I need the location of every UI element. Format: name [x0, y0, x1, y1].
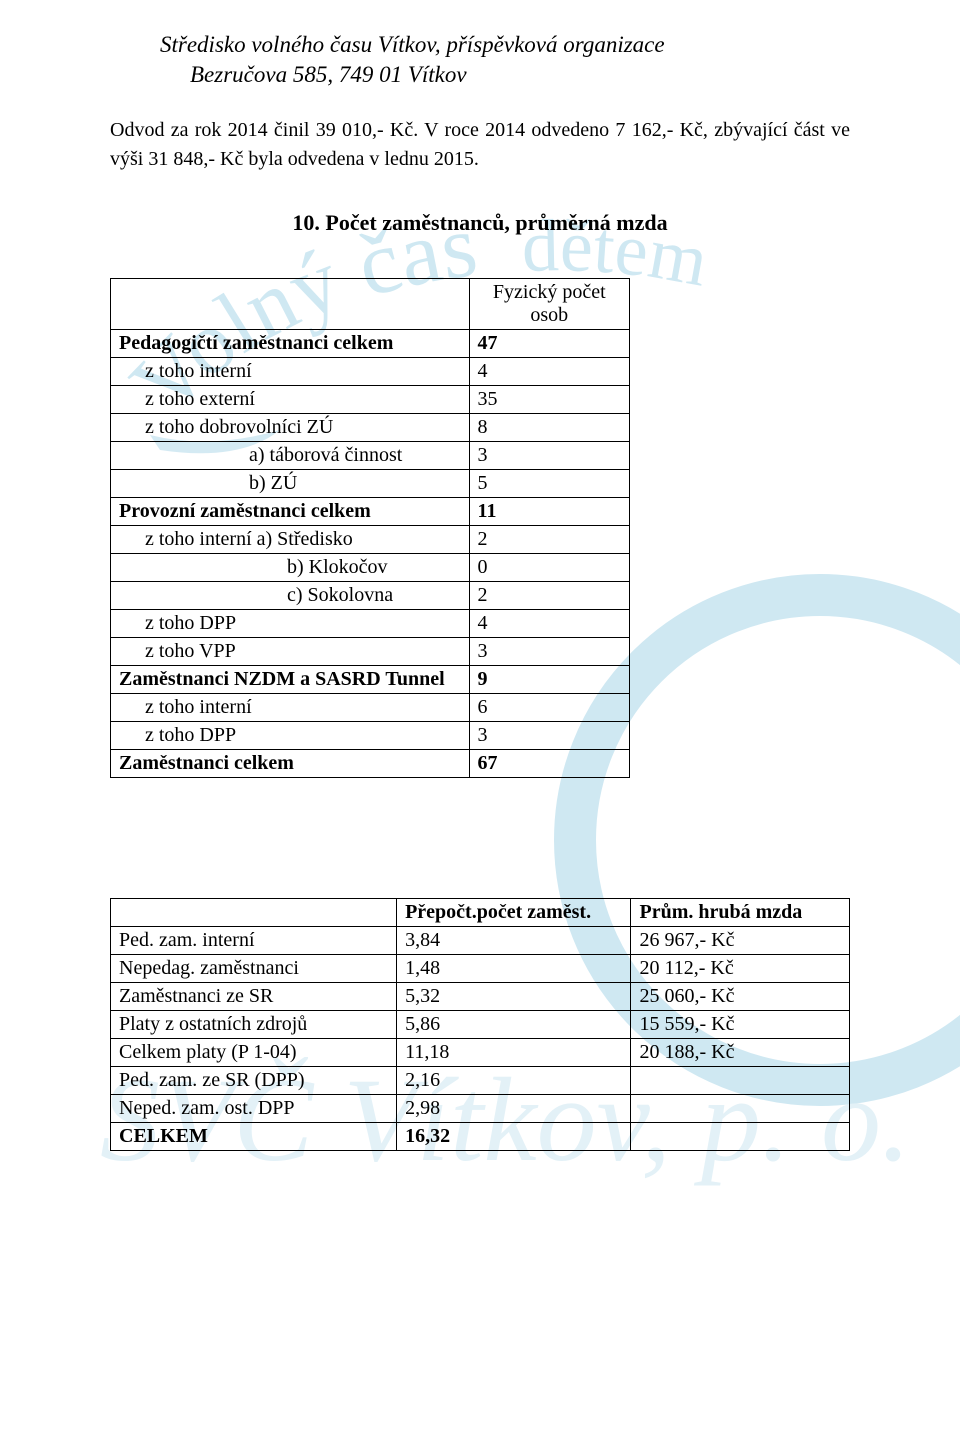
cell-label: CELKEM — [111, 1122, 397, 1150]
org-header: Středisko volného času Vítkov, příspěvko… — [110, 30, 850, 90]
spacer — [110, 778, 850, 898]
col-header-value: Fyzický počet osob — [469, 278, 629, 329]
table-row: Ped. zam. ze SR (DPP)2,16 — [111, 1066, 850, 1094]
table-row: Neped. zam. ost. DPP2,98 — [111, 1094, 850, 1122]
cell-value — [631, 1122, 850, 1150]
org-address: Bezručova 585, 749 01 Vítkov — [110, 60, 850, 90]
section-title: Počet zaměstnanců, průměrná mzda — [325, 210, 667, 235]
col-header — [111, 898, 397, 926]
table-row: Pedagogičtí zaměstnanci celkem47 — [111, 329, 630, 357]
org-name: Středisko volného času Vítkov, příspěvko… — [110, 30, 850, 60]
employees-table: Fyzický počet osob Pedagogičtí zaměstnan… — [110, 278, 630, 778]
table-row: z toho interní6 — [111, 693, 630, 721]
table-row: CELKEM16,32 — [111, 1122, 850, 1150]
cell-value: 20 188,- Kč — [631, 1038, 850, 1066]
table-row: z toho dobrovolníci ZÚ8 — [111, 413, 630, 441]
cell-value: 3 — [469, 721, 629, 749]
cell-label: z toho interní — [111, 357, 470, 385]
cell-label: z toho interní — [111, 693, 470, 721]
wages-table: Přepočt.počet zaměst. Prům. hrubá mzda P… — [110, 898, 850, 1151]
cell-value: 5 — [469, 469, 629, 497]
table-row: Zaměstnanci NZDM a SASRD Tunnel9 — [111, 665, 630, 693]
cell-value: 3 — [469, 441, 629, 469]
cell-value: 25 060,- Kč — [631, 982, 850, 1010]
cell-label: Zaměstnanci NZDM a SASRD Tunnel — [111, 665, 470, 693]
cell-label: z toho VPP — [111, 637, 470, 665]
cell-label: Zaměstnanci ze SR — [111, 982, 397, 1010]
table-row: b) Klokočov0 — [111, 553, 630, 581]
cell-value: 3,84 — [397, 926, 631, 954]
cell-value — [631, 1094, 850, 1122]
cell-value: 2 — [469, 581, 629, 609]
cell-label: c) Sokolovna — [111, 581, 470, 609]
cell-value: 15 559,- Kč — [631, 1010, 850, 1038]
cell-label: z toho dobrovolníci ZÚ — [111, 413, 470, 441]
content-area: Středisko volného času Vítkov, příspěvko… — [110, 30, 850, 1151]
table-row: Platy z ostatních zdrojů5,8615 559,- Kč — [111, 1010, 850, 1038]
cell-value: 16,32 — [397, 1122, 631, 1150]
cell-value: 8 — [469, 413, 629, 441]
cell-value: 11 — [469, 497, 629, 525]
cell-value: 11,18 — [397, 1038, 631, 1066]
cell-label: Provozní zaměstnanci celkem — [111, 497, 470, 525]
cell-value: 2,98 — [397, 1094, 631, 1122]
cell-value: 35 — [469, 385, 629, 413]
cell-label: z toho externí — [111, 385, 470, 413]
col-header: Přepočt.počet zaměst. — [397, 898, 631, 926]
section-heading: 10. Počet zaměstnanců, průměrná mzda — [110, 210, 850, 236]
table-row: c) Sokolovna2 — [111, 581, 630, 609]
cell-value: 5,32 — [397, 982, 631, 1010]
cell-value: 9 — [469, 665, 629, 693]
cell-value: 20 112,- Kč — [631, 954, 850, 982]
intro-paragraph: Odvod za rok 2014 činil 39 010,- Kč. V r… — [110, 116, 850, 174]
cell-label: a) táborová činnost — [111, 441, 470, 469]
cell-label: Nepedag. zaměstnanci — [111, 954, 397, 982]
cell-value: 6 — [469, 693, 629, 721]
table-row: b) ZÚ5 — [111, 469, 630, 497]
page: Volný čas dětem SVČ Vítkov, p. o. Středi… — [0, 0, 960, 1442]
table-row: Přepočt.počet zaměst. Prům. hrubá mzda — [111, 898, 850, 926]
cell-label: z toho DPP — [111, 721, 470, 749]
table-row: Celkem platy (P 1-04)11,1820 188,- Kč — [111, 1038, 850, 1066]
cell-value: 2,16 — [397, 1066, 631, 1094]
cell-value: 0 — [469, 553, 629, 581]
table-row: z toho VPP3 — [111, 637, 630, 665]
table-row: Nepedag. zaměstnanci1,4820 112,- Kč — [111, 954, 850, 982]
table-row: z toho interní4 — [111, 357, 630, 385]
table-row: Zaměstnanci ze SR5,3225 060,- Kč — [111, 982, 850, 1010]
cell-value: 1,48 — [397, 954, 631, 982]
cell-value: 4 — [469, 357, 629, 385]
cell-value: 2 — [469, 525, 629, 553]
col-header: Prům. hrubá mzda — [631, 898, 850, 926]
cell-label: z toho DPP — [111, 609, 470, 637]
section-number: 10. — [292, 210, 320, 235]
cell-value: 67 — [469, 749, 629, 777]
cell-label: Pedagogičtí zaměstnanci celkem — [111, 329, 470, 357]
cell-value: 26 967,- Kč — [631, 926, 850, 954]
table-row: z toho DPP4 — [111, 609, 630, 637]
cell-label: z toho interní a) Středisko — [111, 525, 470, 553]
cell-value — [631, 1066, 850, 1094]
cell-label: Celkem platy (P 1-04) — [111, 1038, 397, 1066]
cell-label: Platy z ostatních zdrojů — [111, 1010, 397, 1038]
cell-empty — [111, 278, 470, 329]
cell-label: b) Klokočov — [111, 553, 470, 581]
table-row: Provozní zaměstnanci celkem11 — [111, 497, 630, 525]
table-row: Ped. zam. interní3,8426 967,- Kč — [111, 926, 850, 954]
cell-label: b) ZÚ — [111, 469, 470, 497]
table-row: Fyzický počet osob — [111, 278, 630, 329]
cell-value: 5,86 — [397, 1010, 631, 1038]
cell-label: Neped. zam. ost. DPP — [111, 1094, 397, 1122]
table-row: a) táborová činnost3 — [111, 441, 630, 469]
cell-label: Ped. zam. interní — [111, 926, 397, 954]
cell-value: 47 — [469, 329, 629, 357]
cell-label: Ped. zam. ze SR (DPP) — [111, 1066, 397, 1094]
cell-value: 4 — [469, 609, 629, 637]
table-row: Zaměstnanci celkem67 — [111, 749, 630, 777]
cell-label: Zaměstnanci celkem — [111, 749, 470, 777]
table-row: z toho DPP3 — [111, 721, 630, 749]
table-row: z toho externí35 — [111, 385, 630, 413]
table-row: z toho interní a) Středisko2 — [111, 525, 630, 553]
cell-value: 3 — [469, 637, 629, 665]
